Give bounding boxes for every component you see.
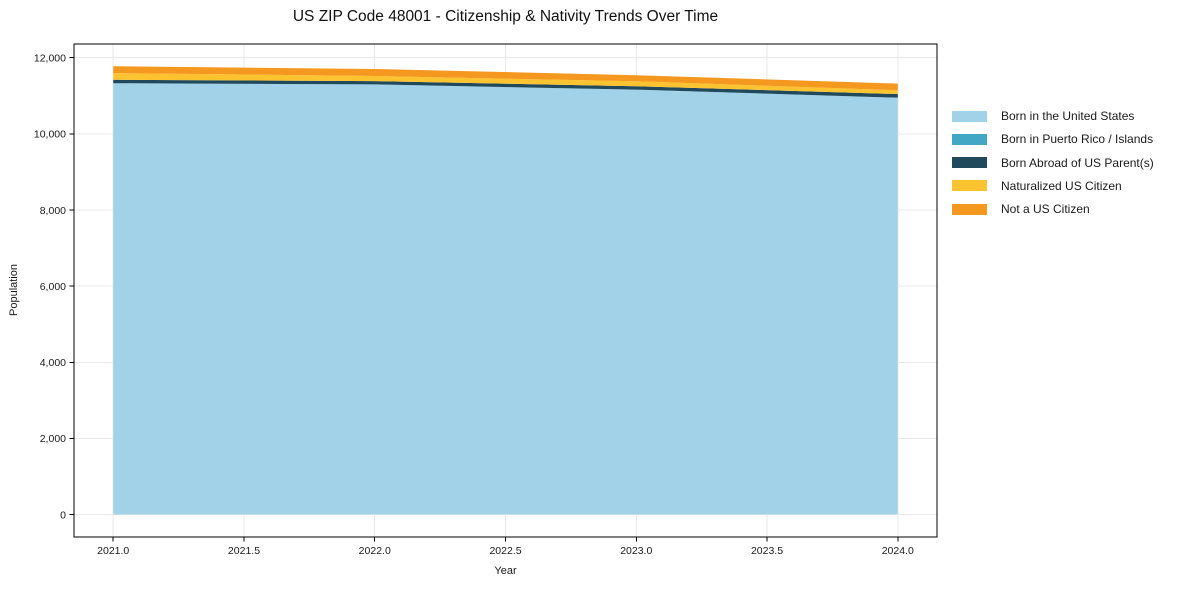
y-tick-label: 8,000 [40, 205, 66, 217]
legend-swatch [952, 203, 987, 215]
stacked-areas [113, 66, 898, 515]
x-tick-label: 2023.0 [620, 545, 652, 557]
legend-item: Born Abroad of US Parent(s) [952, 156, 1154, 170]
x-tick-label: 2023.5 [751, 545, 783, 557]
legend-item: Naturalized US Citizen [952, 179, 1154, 193]
x-tick-label: 2022.0 [359, 545, 391, 557]
y-tick-label: 0 [60, 509, 66, 521]
x-tick-label: 2024.0 [882, 545, 914, 557]
y-tick-label: 4,000 [40, 357, 66, 369]
y-tick-label: 6,000 [40, 281, 66, 293]
area-series-3 [113, 73, 898, 95]
x-tick-label: 2022.5 [489, 545, 521, 557]
y-axis-label: Population [8, 264, 20, 316]
legend: Born in the United States Born in Puerto… [952, 109, 1154, 225]
area-series-0 [113, 83, 898, 515]
legend-item: Born in Puerto Rico / Islands [952, 132, 1154, 146]
x-tick-label: 2021.0 [97, 545, 129, 557]
y-tick-label: 2,000 [40, 433, 66, 445]
legend-item: Born in the United States [952, 109, 1154, 123]
x-axis-label: Year [494, 565, 517, 577]
legend-label: Not a US Citizen [1001, 202, 1090, 217]
legend-swatch [952, 133, 987, 145]
legend-label: Born in the United States [1001, 109, 1135, 123]
legend-swatch [952, 180, 987, 192]
y-tick-label: 12,000 [34, 53, 66, 65]
x-tick-label: 2021.5 [228, 545, 260, 557]
legend-label: Born Abroad of US Parent(s) [1001, 155, 1154, 170]
plot-border [73, 43, 938, 538]
legend-label: Naturalized US Citizen [1001, 178, 1122, 193]
tick-labels: 2021.0 2021.5 2022.0 2022.5 2023.0 2023.5 2024… [34, 53, 914, 557]
legend-swatch [952, 110, 987, 122]
legend-label: Born in Puerto Rico / Islands [1001, 132, 1154, 147]
legend-swatch [952, 157, 987, 169]
area-series-2 [113, 79, 898, 98]
y-tick-label: 10,000 [34, 129, 66, 141]
chart-title: US ZIP Code 48001 - Citizenship & Nativi… [292, 8, 719, 25]
legend-item: Not a US Citizen [952, 202, 1154, 216]
area-series-4 [113, 66, 898, 91]
axis-ticks [69, 57, 899, 542]
